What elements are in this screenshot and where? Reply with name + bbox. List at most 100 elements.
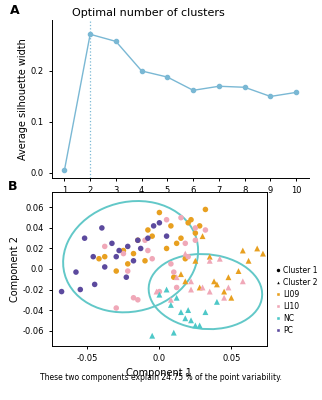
Point — [222, 294, 227, 301]
Point — [171, 274, 176, 280]
Point — [214, 281, 220, 288]
Point — [102, 254, 107, 260]
Point — [174, 274, 179, 280]
Point — [185, 307, 191, 313]
Point — [124, 274, 129, 280]
Point — [78, 286, 83, 293]
Point — [92, 281, 97, 288]
Point — [131, 294, 136, 301]
Point — [109, 240, 115, 246]
Point — [168, 223, 174, 229]
Point — [197, 284, 202, 291]
Point — [185, 254, 191, 260]
Point — [157, 288, 162, 295]
Point — [145, 235, 150, 241]
Point — [207, 258, 212, 264]
Text: B: B — [8, 180, 18, 193]
Point — [193, 258, 198, 264]
Point — [157, 292, 162, 298]
Point — [183, 256, 188, 262]
Point — [73, 269, 79, 275]
Point — [121, 250, 126, 257]
Text: Optimal number of clusters: Optimal number of clusters — [72, 8, 225, 18]
Point — [185, 220, 191, 226]
Point — [145, 247, 150, 254]
Point — [222, 288, 227, 295]
Point — [212, 278, 217, 284]
Point — [150, 332, 155, 339]
Y-axis label: Component 2: Component 2 — [10, 236, 20, 302]
Point — [197, 322, 202, 329]
Point — [59, 288, 64, 295]
Point — [203, 309, 208, 315]
Point — [125, 261, 130, 267]
Point — [193, 230, 198, 236]
Point — [154, 288, 159, 295]
Point — [114, 254, 119, 260]
Point — [142, 258, 147, 264]
Point — [131, 258, 136, 264]
Point — [145, 227, 150, 233]
Point — [178, 214, 184, 221]
Point — [174, 284, 179, 291]
Point — [102, 264, 107, 270]
Point — [157, 220, 162, 226]
Point — [168, 261, 174, 267]
Point — [183, 250, 188, 257]
Legend: Cluster 1, Cluster 2, LI09, LI10, NC, PC: Cluster 1, Cluster 2, LI09, LI10, NC, PC — [275, 265, 318, 336]
Text: These two components explain 24.75 % of the point variability.: These two components explain 24.75 % of … — [40, 373, 282, 382]
Y-axis label: Average silhouette width: Average silhouette width — [18, 38, 28, 160]
Point — [171, 269, 176, 275]
Point — [197, 223, 202, 229]
Point — [125, 243, 130, 250]
Point — [226, 284, 231, 291]
Point — [203, 227, 208, 233]
Point — [260, 250, 266, 257]
Point — [164, 286, 169, 293]
Point — [178, 271, 184, 277]
X-axis label: Number of clusters k: Number of clusters k — [129, 200, 232, 210]
Point — [246, 258, 251, 264]
Point — [157, 209, 162, 216]
Point — [178, 235, 184, 241]
Point — [150, 256, 155, 262]
Point — [174, 240, 179, 246]
Point — [135, 237, 140, 244]
Point — [150, 233, 155, 239]
Point — [200, 233, 205, 239]
Point — [183, 278, 188, 284]
Point — [125, 268, 130, 274]
Point — [131, 250, 136, 257]
Point — [174, 294, 179, 301]
Point — [99, 225, 104, 231]
Point — [135, 237, 140, 244]
Point — [96, 256, 101, 262]
Point — [240, 278, 245, 284]
X-axis label: Component 1: Component 1 — [127, 368, 192, 378]
Point — [168, 297, 174, 303]
Point — [188, 216, 194, 223]
Point — [193, 225, 198, 231]
Point — [255, 245, 260, 252]
Point — [178, 309, 184, 315]
Point — [114, 305, 119, 311]
Point — [102, 243, 107, 250]
Point — [188, 286, 194, 293]
Point — [226, 274, 231, 280]
Point — [207, 254, 212, 260]
Point — [82, 235, 87, 241]
Point — [91, 254, 96, 260]
Point — [214, 299, 220, 305]
Point — [171, 330, 176, 336]
Point — [229, 294, 234, 301]
Point — [188, 278, 194, 284]
Point — [142, 237, 147, 244]
Point — [236, 268, 241, 274]
Point — [183, 240, 188, 246]
Point — [168, 302, 174, 308]
Point — [164, 216, 169, 223]
Point — [193, 237, 198, 244]
Point — [240, 247, 245, 254]
Point — [193, 322, 198, 329]
Text: A: A — [10, 4, 20, 17]
